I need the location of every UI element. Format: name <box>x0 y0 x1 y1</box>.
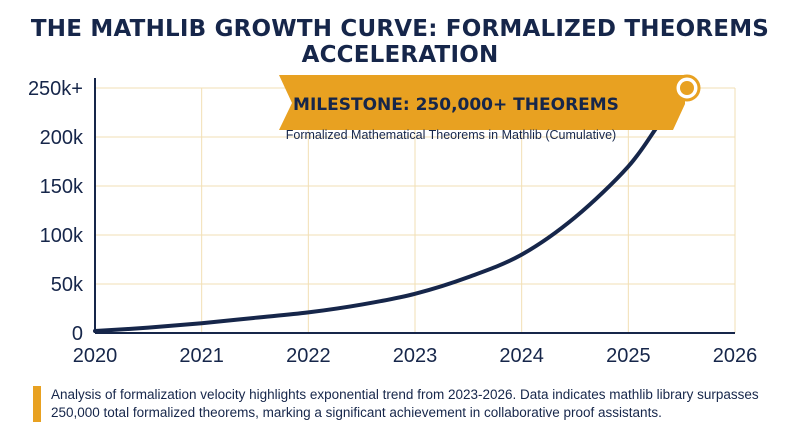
series-line <box>93 86 689 334</box>
note-accent-bar <box>33 386 41 422</box>
x-tick-label: 2026 <box>713 345 758 367</box>
x-tick-label: 2021 <box>179 345 224 367</box>
y-tick-label: 50k <box>51 274 84 296</box>
x-tick-label: 2020 <box>73 345 118 367</box>
y-tick-label: 0 <box>72 323 83 345</box>
tick-labels: 2020 2021 2022 2023 2024 2025 2026 0 50k 100k 150k… <box>28 78 757 367</box>
y-tick-label: 250k+ <box>28 78 83 100</box>
analysis-note: Analysis of formalization velocity highl… <box>33 386 773 422</box>
axes <box>94 78 735 334</box>
series-layer <box>93 86 689 334</box>
chart-title: THE MATHLIB GROWTH CURVE: FORMALIZED THE… <box>30 16 770 68</box>
x-tick-label: 2022 <box>286 345 331 367</box>
milestone-banner-shape <box>279 75 685 130</box>
milestone-label: MILESTONE: 250,000+ THEOREMS <box>293 95 619 115</box>
milestone-marker-dot <box>680 81 694 95</box>
y-tick-label: 100k <box>40 225 84 247</box>
x-tick-label: 2023 <box>393 345 438 367</box>
x-tick-label: 2024 <box>499 345 544 367</box>
analysis-note-text: Analysis of formalization velocity highl… <box>51 387 759 420</box>
milestone-banner: MILESTONE: 250,000+ THEOREMS <box>279 75 685 130</box>
milestone-marker-layer <box>673 74 701 102</box>
y-tick-label: 200k <box>40 127 84 149</box>
chart-subtitle: Formalized Mathematical Theorems in Math… <box>286 128 616 142</box>
x-tick-label: 2025 <box>606 345 651 367</box>
y-tick-label: 150k <box>40 176 84 198</box>
